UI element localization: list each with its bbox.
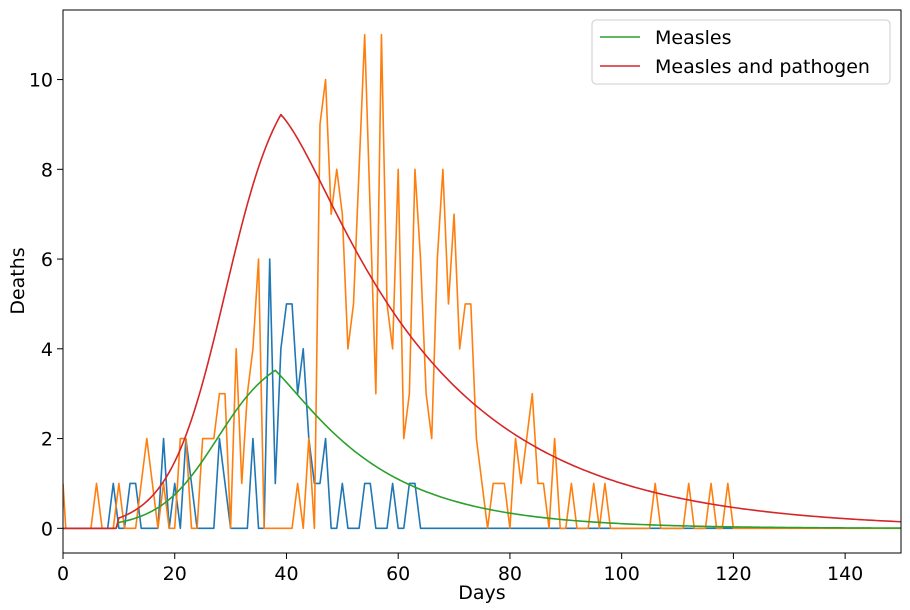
y-tick-label: 10 (29, 70, 53, 92)
y-tick-label: 6 (41, 249, 53, 271)
x-axis-ticks: 0 20 40 60 80 100 120 140 (57, 553, 863, 585)
y-tick-label: 8 (41, 159, 53, 181)
legend-box (591, 19, 891, 85)
series-line-measles-and-pathogen (63, 113, 901, 530)
x-tick-label: 0 (57, 563, 69, 585)
legend-entry-measles-and-pathogen: Measles and pathogen (655, 56, 870, 78)
plot-frame (62, 9, 902, 554)
series-line-blue-observed (63, 258, 734, 530)
y-tick-label: 4 (41, 339, 53, 361)
x-tick-label: 20 (163, 563, 187, 585)
series-layer (63, 33, 901, 530)
x-tick-label: 80 (498, 563, 522, 585)
series-line-measles (63, 369, 901, 530)
x-tick-label: 60 (386, 563, 410, 585)
x-tick-label: 100 (604, 563, 640, 585)
x-tick-label: 40 (274, 563, 298, 585)
x-tick-label: 140 (827, 563, 863, 585)
series-line-orange-observed (63, 33, 901, 530)
x-axis-label: Days (458, 582, 505, 604)
y-axis-ticks: 0 2 4 6 8 10 (29, 70, 63, 540)
legend-entry-measles: Measles (655, 27, 732, 49)
x-tick-label: 120 (715, 563, 751, 585)
y-tick-label: 2 (41, 429, 53, 451)
plot-background (63, 10, 901, 553)
y-tick-label: 0 (41, 518, 53, 540)
y-axis-label: Deaths (7, 247, 29, 314)
legend: Measles Measles and pathogen (591, 19, 891, 85)
